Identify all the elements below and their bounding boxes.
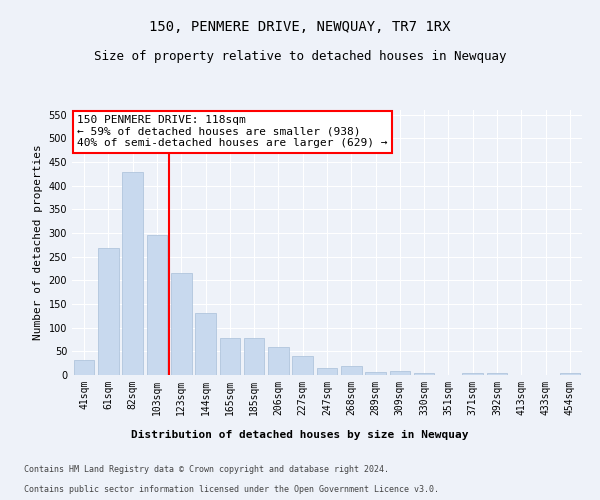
Bar (365, 372, 386, 375)
Bar (268, 347, 289, 375)
Text: Contains HM Land Registry data © Crown copyright and database right 2024.: Contains HM Land Registry data © Crown c… (24, 465, 389, 474)
Bar (74, 360, 94, 375)
Bar (487, 372, 508, 375)
Bar (98, 248, 119, 375)
Text: 150 PENMERE DRIVE: 118sqm
← 59% of detached houses are smaller (938)
40% of semi: 150 PENMERE DRIVE: 118sqm ← 59% of detac… (77, 116, 388, 148)
Bar (171, 274, 191, 375)
Bar (560, 373, 580, 375)
Bar (414, 373, 434, 375)
Bar (463, 372, 483, 375)
Text: 150, PENMERE DRIVE, NEWQUAY, TR7 1RX: 150, PENMERE DRIVE, NEWQUAY, TR7 1RX (149, 20, 451, 34)
Bar (317, 368, 337, 375)
Bar (341, 366, 362, 375)
Bar (292, 356, 313, 375)
Bar (122, 172, 143, 375)
Text: Size of property relative to detached houses in Newquay: Size of property relative to detached ho… (94, 50, 506, 63)
Y-axis label: Number of detached properties: Number of detached properties (33, 144, 43, 340)
Bar (389, 370, 410, 375)
Text: Contains public sector information licensed under the Open Government Licence v3: Contains public sector information licen… (24, 485, 439, 494)
Bar (220, 338, 240, 375)
Text: Distribution of detached houses by size in Newquay: Distribution of detached houses by size … (131, 430, 469, 440)
Bar (244, 338, 265, 375)
Bar (195, 314, 216, 375)
Bar (146, 236, 167, 375)
